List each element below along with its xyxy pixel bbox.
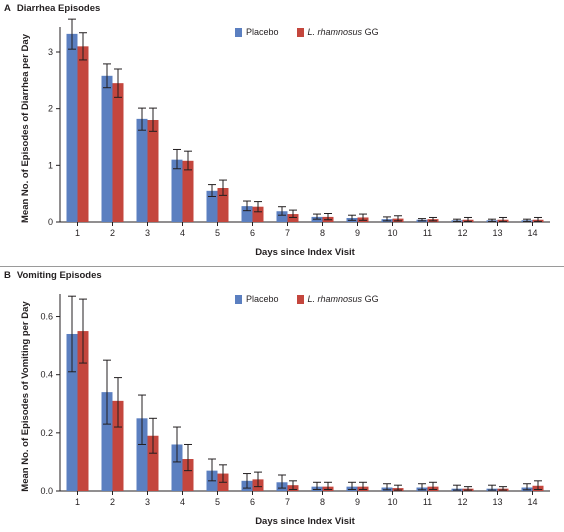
bar-placebo: [66, 33, 78, 222]
bar-lgg: [182, 160, 194, 222]
legend-label-lgg-suffix: GG: [362, 294, 379, 304]
x-tick-label: 8: [320, 228, 325, 238]
x-tick-label: 1: [75, 228, 80, 238]
legend-swatch-lgg: [296, 27, 304, 37]
legend-label-lgg-italic: L. rhamnosus: [307, 294, 363, 304]
x-tick-label: 7: [285, 497, 290, 507]
legend: Placebo L. rhamnosus GG: [235, 294, 397, 304]
panel-letter: B: [4, 270, 11, 281]
y-tick-label: 0.0: [40, 486, 53, 496]
bar-placebo: [206, 190, 218, 222]
legend-swatch-placebo: [235, 27, 242, 37]
y-tick-label: 2: [48, 104, 53, 114]
bar-lgg: [147, 435, 159, 491]
legend-item-lgg: L. rhamnosus GG: [296, 294, 379, 304]
x-tick-label: 12: [457, 228, 467, 238]
x-tick-label: 7: [285, 228, 290, 238]
x-tick-label: 11: [423, 228, 432, 238]
bar-placebo: [171, 444, 183, 491]
y-axis-title: Mean No. of Episodes of Diarrhea per Day: [20, 33, 31, 223]
x-tick-label: 8: [320, 497, 325, 507]
x-tick-label: 2: [110, 228, 115, 238]
x-axis-title: Days since Index Visit: [255, 516, 355, 527]
bar-placebo: [241, 206, 253, 222]
x-tick-label: 10: [387, 497, 397, 507]
y-tick-label: 0: [48, 217, 53, 227]
bar-placebo: [101, 392, 113, 491]
bar-placebo: [101, 75, 113, 222]
x-tick-label: 4: [180, 228, 185, 238]
bar-lgg: [217, 188, 229, 222]
x-tick-label: 14: [527, 228, 537, 238]
x-tick-label: 5: [215, 497, 220, 507]
bar-placebo: [136, 418, 148, 491]
legend-item-placebo: Placebo: [235, 27, 279, 37]
bar-placebo: [136, 118, 148, 222]
legend-label-placebo: Placebo: [246, 294, 279, 304]
bar-placebo: [171, 159, 183, 222]
y-axis-title: Mean No. of Episodes of Vomiting per Day: [20, 301, 31, 492]
x-tick-label: 9: [355, 228, 360, 238]
bar-lgg: [112, 400, 124, 491]
x-tick-label: 11: [423, 497, 432, 507]
panel-letter: A: [4, 3, 11, 14]
panel-title: B Vomiting Episodes: [4, 270, 102, 281]
panel-diarrhea: A Diarrhea Episodes Placebo L. rhamnosus …: [0, 3, 564, 267]
x-tick-label: 12: [457, 497, 467, 507]
bar-placebo: [66, 333, 78, 491]
bar-lgg: [77, 331, 89, 491]
bar-lgg: [252, 206, 264, 222]
x-tick-label: 14: [527, 497, 537, 507]
bar-placebo: [276, 211, 288, 222]
x-axis-title: Days since Index Visit: [255, 247, 355, 258]
bar-lgg: [182, 459, 194, 491]
panel-title-text: Diarrhea Episodes: [16, 3, 101, 14]
panel-title-text: Vomiting Episodes: [16, 270, 102, 281]
x-tick-label: 6: [250, 497, 255, 507]
x-tick-label: 9: [355, 497, 360, 507]
legend-label-lgg-suffix: GG: [362, 27, 379, 37]
legend: Placebo L. rhamnosus GG: [235, 27, 397, 37]
y-tick-label: 0.2: [40, 428, 53, 438]
x-tick-label: 2: [110, 497, 115, 507]
legend-label-lgg-italic: L. rhamnosus: [307, 27, 363, 37]
x-tick-label: 4: [180, 497, 185, 507]
x-tick-label: 1: [75, 497, 80, 507]
legend-item-lgg: L. rhamnosus GG: [296, 27, 379, 37]
y-tick-label: 1: [48, 160, 53, 170]
bar-lgg: [77, 46, 89, 223]
panel-title: A Diarrhea Episodes: [4, 3, 100, 14]
x-tick-label: 10: [387, 228, 397, 238]
y-tick-label: 0.4: [40, 370, 53, 380]
x-tick-label: 13: [492, 497, 502, 507]
x-tick-label: 6: [250, 228, 255, 238]
legend-item-placebo: Placebo: [235, 294, 279, 304]
x-tick-label: 5: [215, 228, 220, 238]
legend-swatch-placebo: [235, 294, 242, 304]
x-tick-label: 13: [492, 228, 502, 238]
x-tick-label: 3: [145, 497, 150, 507]
x-tick-label: 3: [145, 228, 150, 238]
bar-lgg: [112, 83, 124, 223]
bar-lgg: [287, 214, 299, 222]
legend-label-placebo: Placebo: [246, 27, 279, 37]
y-tick-label: 0.6: [40, 312, 53, 322]
legend-swatch-lgg: [296, 294, 304, 304]
y-tick-label: 3: [48, 47, 53, 57]
panel-vomiting: B Vomiting Episodes Placebo L. rhamnosus …: [0, 267, 564, 532]
bar-lgg: [147, 120, 159, 222]
